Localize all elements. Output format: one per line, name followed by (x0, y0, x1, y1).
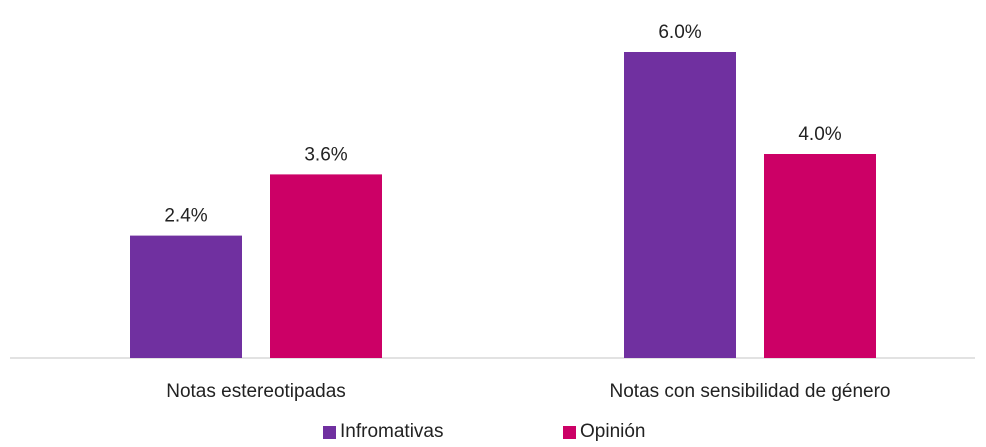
legend-label-opinion: Opinión (580, 421, 646, 442)
bar-opinion-1 (764, 154, 876, 358)
data-label-opinion-0: 3.6% (304, 144, 347, 165)
legend: Infromativas Opinión (0, 421, 986, 447)
bar-chart: 2.4% 6.0% 3.6% 4.0% Notas estereotipadas Not… (10, 22, 975, 402)
category-label-1: Notas con sensibilidad de género (610, 381, 891, 402)
category-label-0: Notas estereotipadas (166, 381, 346, 402)
bar-infromativas-1 (624, 52, 736, 358)
bar-infromativas-0 (130, 235, 242, 358)
bar-opinion-0 (270, 174, 382, 358)
legend-swatch-opinion (563, 425, 576, 439)
data-label-infromativas-0: 2.4% (164, 206, 207, 227)
legend-item-opinion: Opinión (563, 421, 646, 443)
legend-item-infromativas: Infromativas (323, 421, 443, 443)
data-label-infromativas-1: 6.0% (658, 22, 701, 43)
data-label-opinion-1: 4.0% (798, 124, 841, 145)
legend-label-infromativas: Infromativas (340, 421, 444, 442)
legend-swatch-infromativas (323, 425, 336, 439)
